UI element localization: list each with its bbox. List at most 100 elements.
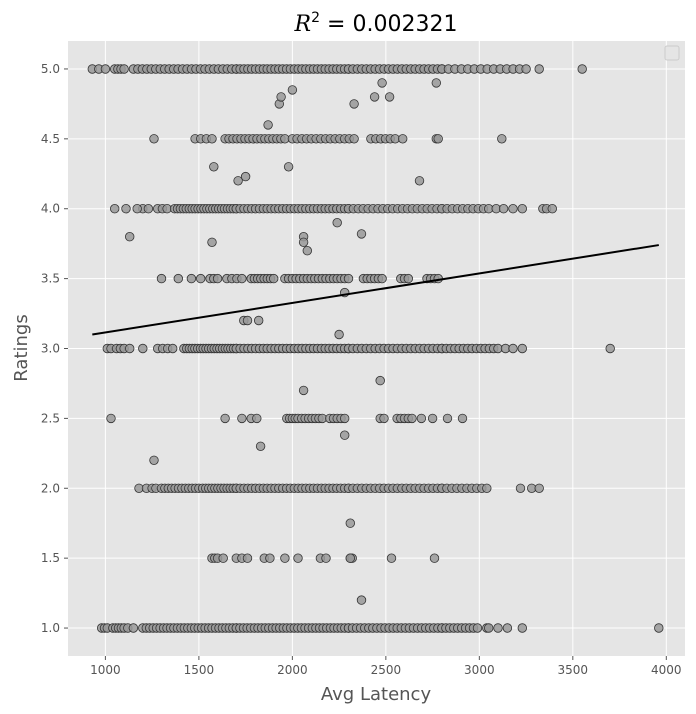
trend-line [92,244,659,336]
scatter-point [298,237,309,248]
x-tick-label: 1000 [90,663,121,677]
scatter-point [517,343,528,354]
scatter-point [377,273,387,284]
scatter-point [502,623,513,633]
scatter-point [293,553,303,563]
y-tick-label: 1.0 [41,621,60,635]
scatter-point [517,623,528,633]
y-tick-label: 2.0 [41,481,60,495]
scatter-point [276,92,286,102]
scatter-point [173,273,184,284]
scatter-point [283,162,294,172]
x-tick-label: 2000 [277,663,308,677]
scatter-point [302,245,313,256]
scatter-point [209,162,219,172]
scatter-point [207,237,217,248]
scatter-point [433,134,443,144]
y-tick-label: 4.0 [41,202,60,216]
scatter-point [124,343,135,354]
scatter-point [577,64,587,74]
scatter-point [343,273,354,284]
scatter-point [398,134,408,144]
scatter-point [321,553,331,563]
scatter-point [186,273,197,284]
scatter-point [269,273,279,284]
scatter-point [121,203,131,214]
scatter-point [349,99,359,109]
scatter-point [237,413,247,424]
scatter-point [242,553,253,563]
scatter-point [332,217,342,228]
scatter-point [349,134,359,144]
scatter-point [132,203,142,214]
scatter-point [334,329,344,340]
y-tick-label: 2.5 [41,411,60,425]
y-tick-label: 3.5 [41,272,60,286]
scatter-point [472,623,483,633]
scatter-point [143,203,154,214]
title-superscript: 2 [311,10,320,26]
scatter-point [379,413,389,424]
scatter-point [386,553,397,563]
scatter-point [547,203,558,214]
x-axis-label: Avg Latency [321,684,432,705]
scatter-point [254,315,264,326]
scatter-point [431,78,442,88]
scatter-point [287,85,298,95]
scatter-point [414,176,425,186]
scatter-point [298,385,309,396]
scatter-point [340,413,350,424]
scatter-point [207,134,217,144]
scatter-point [493,623,503,633]
scatter-point [605,343,615,354]
scatter-point [255,441,266,452]
legend-box [664,45,680,61]
scatter-point [220,413,230,424]
scatter-point [138,343,148,354]
scatter-point [484,623,494,633]
data-points [87,64,664,633]
scatter-point [280,553,290,563]
x-tick-label: 3000 [464,663,495,677]
title-variable: R [294,12,312,37]
x-axis-ticks: 1000 1500 2000 2500 3000 3500 4000 [90,656,682,677]
scatter-point [369,92,380,102]
scatter-point [149,134,159,144]
scatter-point [167,343,178,354]
scatter-point [237,273,247,284]
x-tick-label: 2500 [371,663,402,677]
scatter-point [356,229,367,239]
scatter-point [345,553,356,563]
scatter-point [100,64,111,74]
scatter-point [654,623,664,633]
scatter-point [156,273,167,284]
scatter-point [128,623,139,633]
y-axis-label: Ratings [11,314,32,381]
scatter-point [429,553,440,563]
title-value: = 0.002321 [320,12,457,37]
y-tick-label: 3.0 [41,342,60,356]
scatter-point [218,553,228,563]
y-axis-ticks: 1.0 1.5 2.0 2.5 3.0 3.5 4.0 4.5 5.0 [41,62,68,635]
chart-title: R2 = 0.002321 [294,10,458,37]
y-tick-label: 5.0 [41,62,60,76]
y-tick-label: 4.5 [41,132,60,146]
scatter-point [252,413,262,424]
y-tick-label: 1.5 [41,551,60,565]
scatter-point [119,64,129,74]
scatter-point [427,413,438,424]
scatter-point [521,64,531,74]
scatter-point [515,483,526,494]
x-tick-label: 4000 [651,663,682,677]
scatter-point [195,273,206,284]
scatter-point [508,203,518,214]
scatter-point [377,78,387,88]
scatter-point [517,203,528,214]
scatter-point [106,413,116,424]
scatter-point [356,595,367,605]
scatter-point [497,134,507,144]
scatter-point [233,176,243,186]
scatter-point [508,343,518,354]
scatter-point [345,518,356,528]
